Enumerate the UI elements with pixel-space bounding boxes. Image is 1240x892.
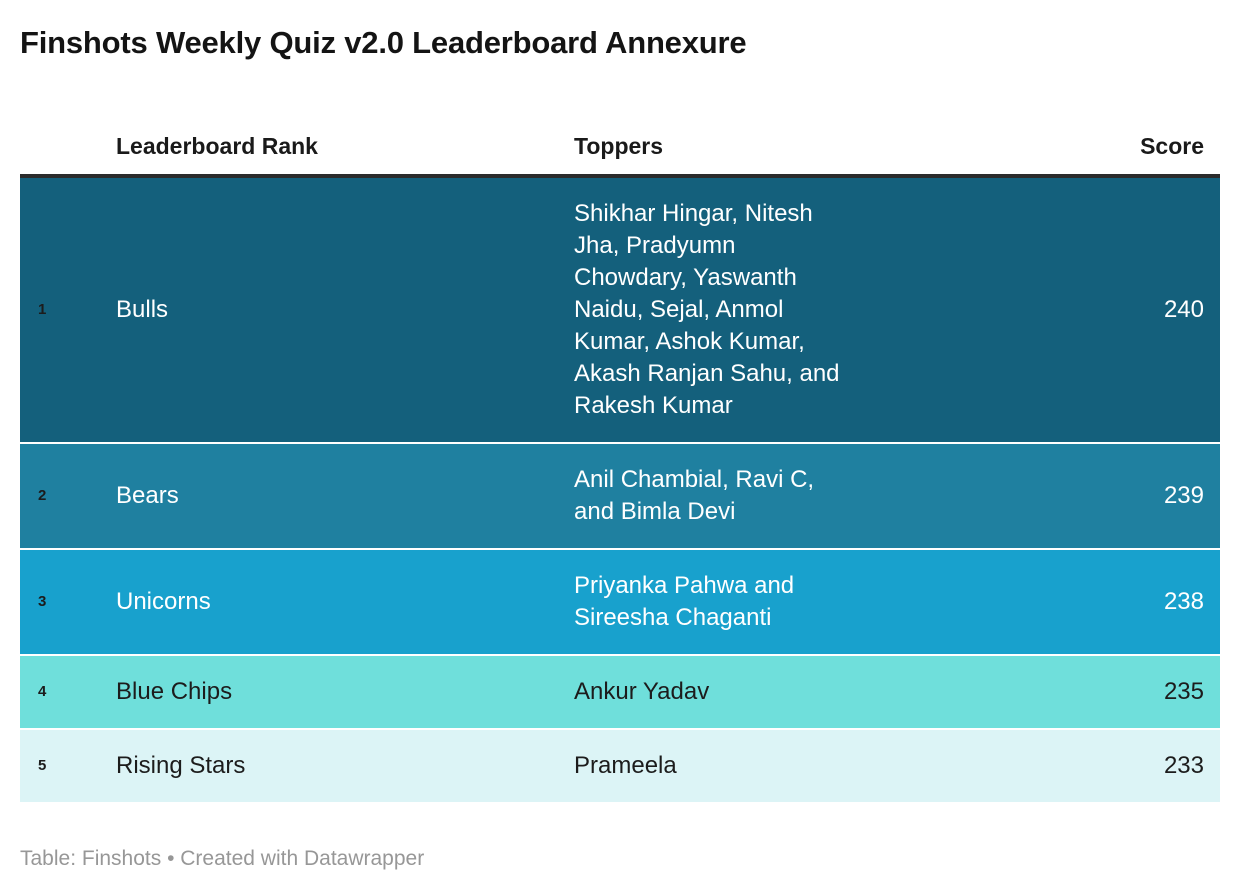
team-name: Blue Chips <box>116 678 233 705</box>
rank-cell: 3 <box>38 593 47 610</box>
toppers-names: Priyanka Pahwa and Sireesha Chaganti <box>574 572 795 631</box>
rank-cell: 2 <box>38 487 47 504</box>
toppers-names: Shikhar Hingar, Nitesh Jha, Pradyumn Cho… <box>574 200 840 419</box>
toppers-cell: Ankur Yadav <box>574 676 904 708</box>
rank-cell: 1 <box>38 301 47 318</box>
team-cell: Bulls <box>116 294 574 326</box>
table-body: 1 Bulls Shikhar Hingar, Nitesh Jha, Prad… <box>20 178 1220 802</box>
toppers-cell: Priyanka Pahwa and Sireesha Chaganti <box>574 570 904 634</box>
team-name: Bears <box>116 482 179 509</box>
team-name: Bulls <box>116 296 169 323</box>
score-cell: 240 <box>1163 296 1204 323</box>
score-cell: 238 <box>1163 588 1204 615</box>
toppers-cell: Anil Chambial, Ravi C, and Bimla Devi <box>574 464 904 528</box>
team-cell: Blue Chips <box>116 676 574 708</box>
team-name: Unicorns <box>116 588 211 615</box>
header-rank-spacer <box>20 132 116 160</box>
header-leaderboard-rank: Leaderboard Rank <box>116 133 318 159</box>
team-cell: Rising Stars <box>116 750 574 782</box>
chart-title: Finshots Weekly Quiz v2.0 Leaderboard An… <box>20 25 747 60</box>
table-row: 2 Bears Anil Chambial, Ravi C, and Bimla… <box>20 444 1220 548</box>
toppers-names: Ankur Yadav <box>574 678 710 705</box>
score-cell: 235 <box>1163 678 1204 705</box>
table-row: 3 Unicorns Priyanka Pahwa and Sireesha C… <box>20 550 1220 654</box>
score-cell: 233 <box>1163 752 1204 779</box>
team-name: Rising Stars <box>116 752 246 779</box>
rank-cell: 4 <box>38 683 47 700</box>
score-cell: 239 <box>1163 482 1204 509</box>
table-row: 4 Blue Chips Ankur Yadav 235 <box>20 656 1220 728</box>
header-score: Score <box>1140 133 1204 159</box>
toppers-names: Prameela <box>574 752 677 779</box>
table-row: 1 Bulls Shikhar Hingar, Nitesh Jha, Prad… <box>20 178 1220 442</box>
toppers-names: Anil Chambial, Ravi C, and Bimla Devi <box>574 466 815 525</box>
table-row: 5 Rising Stars Prameela 233 <box>20 730 1220 802</box>
rank-cell: 5 <box>38 757 47 774</box>
attribution-text: Table: Finshots • Created with Datawrapp… <box>20 847 425 870</box>
toppers-cell: Prameela <box>574 750 904 782</box>
team-cell: Bears <box>116 480 574 512</box>
header-toppers: Toppers <box>574 133 664 159</box>
table-header-row: Leaderboard Rank Toppers Score <box>20 132 1220 178</box>
toppers-cell: Shikhar Hingar, Nitesh Jha, Pradyumn Cho… <box>574 198 904 422</box>
team-cell: Unicorns <box>116 586 574 618</box>
